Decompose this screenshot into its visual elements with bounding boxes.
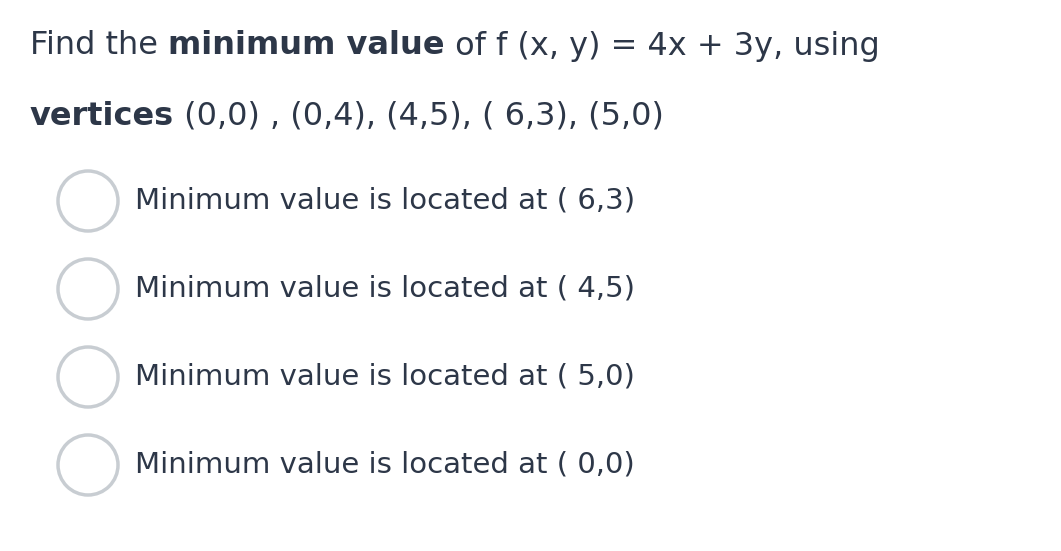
Text: minimum value: minimum value <box>168 30 445 62</box>
Text: vertices: vertices <box>30 100 174 132</box>
Text: Minimum value is located at ( 0,0): Minimum value is located at ( 0,0) <box>135 451 634 479</box>
Text: Find the: Find the <box>30 30 168 62</box>
Text: Minimum value is located at ( 6,3): Minimum value is located at ( 6,3) <box>135 187 636 215</box>
Text: (0,0) , (0,4), (4,5), ( 6,3), (5,0): (0,0) , (0,4), (4,5), ( 6,3), (5,0) <box>174 100 664 132</box>
Text: of f (x, y) = 4x + 3y, using: of f (x, y) = 4x + 3y, using <box>445 30 880 62</box>
Text: Minimum value is located at ( 4,5): Minimum value is located at ( 4,5) <box>135 275 634 303</box>
Text: Minimum value is located at ( 5,0): Minimum value is located at ( 5,0) <box>135 363 634 391</box>
